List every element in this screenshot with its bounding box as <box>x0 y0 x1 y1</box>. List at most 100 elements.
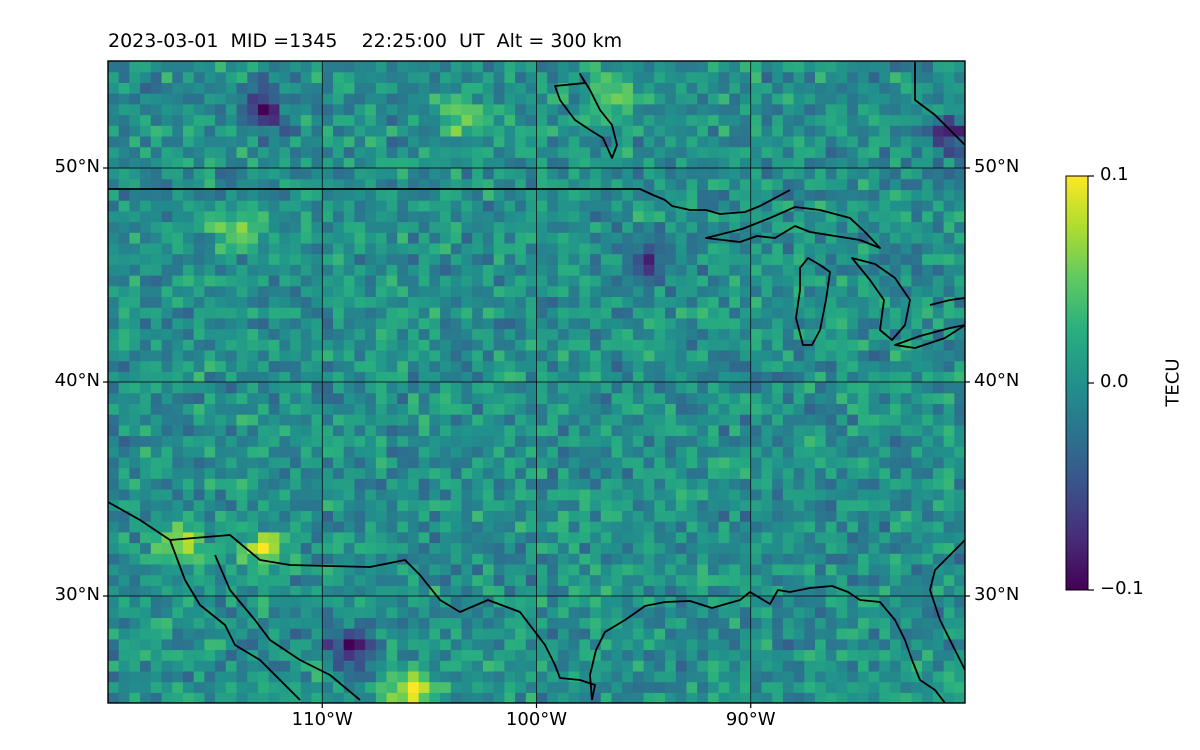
heatmap-cell <box>108 638 120 651</box>
heatmap-cell <box>322 296 334 308</box>
heatmap-cell <box>547 307 559 319</box>
heatmap-cell <box>697 296 709 308</box>
heatmap-cell <box>836 521 848 533</box>
heatmap-cell <box>868 242 880 255</box>
heatmap-cell <box>536 617 548 629</box>
heatmap-cell <box>140 446 152 458</box>
heatmap-cell <box>504 681 516 693</box>
heatmap-cell <box>354 93 366 105</box>
heatmap-cell <box>600 628 613 640</box>
heatmap-cell <box>557 456 570 469</box>
heatmap-cell <box>118 339 130 351</box>
heatmap-cell <box>129 521 141 533</box>
heatmap-cell <box>772 638 784 651</box>
heatmap-cell <box>675 478 688 490</box>
heatmap-cell <box>279 542 291 554</box>
heatmap-cell <box>493 339 505 351</box>
heatmap-cell <box>300 467 313 479</box>
heatmap-cell <box>665 649 677 661</box>
heatmap-cell <box>365 403 377 415</box>
heatmap-cell <box>686 467 698 479</box>
heatmap-cell <box>643 61 655 73</box>
heatmap-cell <box>118 82 130 94</box>
heatmap-cell <box>375 574 388 586</box>
heatmap-cell <box>429 424 441 437</box>
heatmap-cell <box>675 93 688 105</box>
heatmap-cell <box>665 285 677 297</box>
heatmap-cell <box>279 178 291 190</box>
heatmap-cell <box>857 71 870 83</box>
heatmap-cell <box>954 189 965 201</box>
heatmap-cell <box>215 296 227 308</box>
heatmap-cell <box>333 392 345 404</box>
heatmap-cell <box>707 435 720 447</box>
heatmap-cell <box>290 553 302 565</box>
heatmap-cell <box>900 446 912 458</box>
heatmap-cell <box>525 563 538 576</box>
heatmap-cell <box>354 638 366 651</box>
heatmap-cell <box>943 478 955 490</box>
heatmap-cell <box>804 146 816 158</box>
heatmap-cell <box>740 317 752 330</box>
heatmap-cell <box>536 392 548 404</box>
heatmap-cell <box>890 200 902 212</box>
heatmap-cell <box>365 82 377 94</box>
heatmap-cell <box>311 510 323 522</box>
heatmap-cell <box>890 189 902 201</box>
heatmap-cell <box>536 467 548 479</box>
heatmap-cell <box>943 349 955 362</box>
heatmap-cell <box>322 521 334 533</box>
heatmap-cell <box>493 382 505 394</box>
heatmap-cell <box>890 563 902 576</box>
heatmap-cell <box>118 617 130 629</box>
heatmap-cell <box>268 681 280 693</box>
heatmap-cell <box>536 553 548 565</box>
heatmap-cell <box>450 328 463 340</box>
heatmap-cell <box>772 232 784 244</box>
heatmap-cell <box>525 403 538 415</box>
heatmap-cell <box>675 692 688 703</box>
heatmap-cell <box>825 424 837 437</box>
heatmap-cell <box>482 585 495 597</box>
heatmap-cell <box>600 371 613 383</box>
heatmap-cell <box>268 328 280 340</box>
heatmap-cell <box>450 681 463 693</box>
heatmap-cell <box>407 628 420 640</box>
heatmap-cell <box>782 114 795 126</box>
heatmap-cell <box>943 93 955 105</box>
heatmap-cell <box>557 392 570 404</box>
heatmap-cell <box>268 232 280 244</box>
heatmap-cell <box>611 638 623 651</box>
heatmap-cell <box>386 617 398 629</box>
heatmap-cell <box>857 61 870 73</box>
heatmap-cell <box>290 467 302 479</box>
heatmap-cell <box>193 328 205 340</box>
heatmap-cell <box>675 135 688 148</box>
heatmap-cell <box>857 521 870 533</box>
heatmap-cell <box>225 360 238 372</box>
heatmap-cell <box>440 307 452 319</box>
heatmap-cell <box>140 617 152 629</box>
heatmap-cell <box>472 382 484 394</box>
heatmap-cell <box>150 489 163 501</box>
heatmap-cell <box>740 125 752 137</box>
heatmap-cell <box>579 349 591 362</box>
heatmap-cell <box>161 103 173 116</box>
heatmap-cell <box>375 585 388 597</box>
heatmap-cell <box>375 531 388 544</box>
heatmap-cell <box>343 617 355 629</box>
heatmap-cell <box>890 489 902 501</box>
heatmap-cell <box>707 61 720 73</box>
heatmap-cell <box>857 339 870 351</box>
heatmap-cell <box>322 628 334 640</box>
heatmap-cell <box>290 692 302 703</box>
heatmap-cell <box>868 681 880 693</box>
heatmap-cell <box>922 456 934 469</box>
heatmap-cell <box>375 253 388 265</box>
heatmap-cell <box>504 521 516 533</box>
heatmap-cell <box>836 360 848 372</box>
heatmap-cell <box>333 574 345 586</box>
heatmap-cell <box>836 628 848 640</box>
heatmap-cell <box>108 574 120 586</box>
heatmap-cell <box>761 114 773 126</box>
